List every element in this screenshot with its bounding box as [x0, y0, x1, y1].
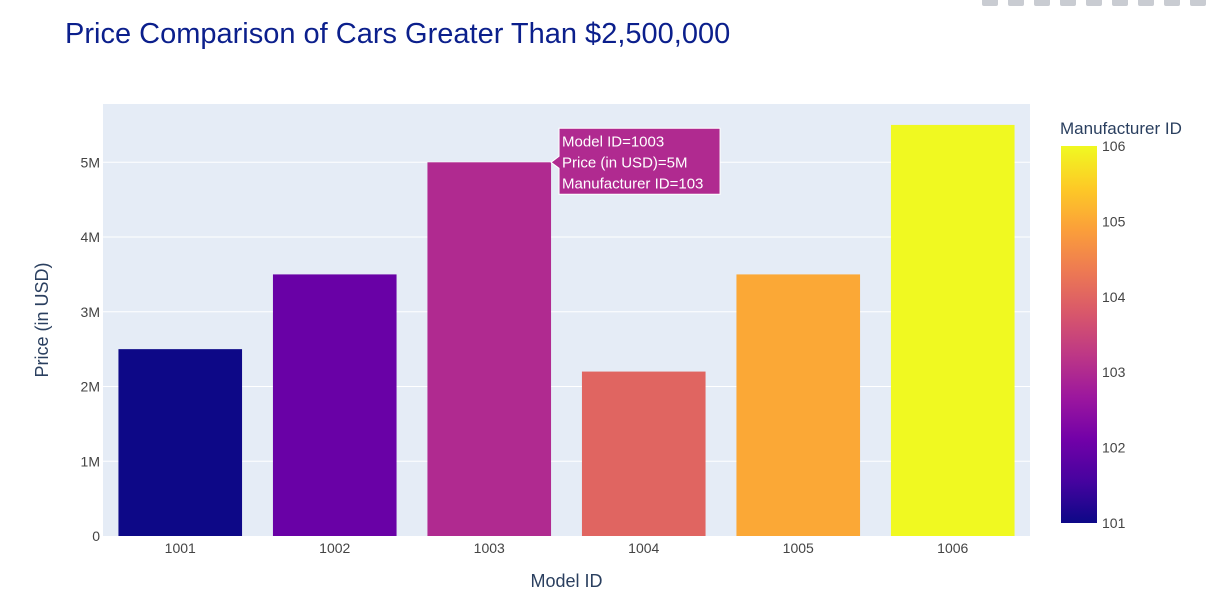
colorbar-gradient: [1061, 146, 1097, 523]
colorbar-tick-label: 103: [1102, 364, 1126, 380]
y-tick-label: 2M: [81, 379, 100, 395]
bar-1005[interactable]: [736, 274, 861, 536]
modebar-zoom-icon[interactable]: [1008, 0, 1024, 6]
bar-1002[interactable]: [272, 274, 397, 536]
colorbar-ticks: 101 102 103 104 105 106: [1102, 138, 1126, 531]
bars: [118, 124, 1015, 536]
bar-1006[interactable]: [890, 124, 1015, 536]
modebar-zoom-out-icon[interactable]: [1138, 0, 1154, 6]
y-tick-label: 3M: [81, 304, 100, 320]
colorbar-tick-label: 101: [1102, 515, 1126, 531]
hover-line: Price (in USD)=5M: [562, 154, 687, 171]
x-tick-label: 1001: [165, 540, 196, 556]
bar-1001[interactable]: [118, 349, 243, 536]
bar-1004[interactable]: [581, 371, 706, 536]
y-tick-label: 1M: [81, 453, 100, 469]
modebar-select-icon[interactable]: [1060, 0, 1076, 6]
x-axis-title: Model ID: [530, 571, 602, 591]
y-axis-ticks: 0 1M 2M 3M 4M 5M: [81, 154, 101, 544]
colorbar-title: Manufacturer ID: [1060, 119, 1182, 138]
x-tick-label: 1006: [937, 540, 968, 556]
y-tick-label: 5M: [81, 154, 100, 170]
colorbar: Manufacturer ID 101 102 103 104 105 106: [1060, 119, 1182, 531]
y-tick-label: 0: [92, 528, 100, 544]
modebar-lasso-icon[interactable]: [1086, 0, 1102, 6]
modebar-camera-icon[interactable]: [982, 0, 998, 6]
hover-line: Manufacturer ID=103: [562, 175, 703, 192]
x-tick-label: 1002: [319, 540, 350, 556]
bar-1003[interactable]: [427, 162, 552, 536]
gridlines: [103, 161, 1030, 462]
colorbar-tick-label: 102: [1102, 440, 1126, 456]
modebar: [982, 0, 1206, 6]
modebar-zoom-in-icon[interactable]: [1112, 0, 1128, 6]
hover-line: Model ID=1003: [562, 133, 664, 150]
x-tick-label: 1003: [474, 540, 505, 556]
hover-tooltip: Model ID=1003 Price (in USD)=5M Manufactur…: [550, 127, 721, 195]
modebar-reset-icon[interactable]: [1190, 0, 1206, 6]
colorbar-tick-label: 106: [1102, 138, 1126, 154]
modebar-autoscale-icon[interactable]: [1164, 0, 1180, 6]
chart-title: Price Comparison of Cars Greater Than $2…: [65, 18, 730, 50]
modebar-pan-icon[interactable]: [1034, 0, 1050, 6]
y-tick-label: 4M: [81, 229, 100, 245]
colorbar-tick-label: 105: [1102, 213, 1126, 229]
x-axis-ticks: 1001 1002 1003 1004 1005 1006: [165, 540, 969, 556]
x-tick-label: 1005: [783, 540, 814, 556]
y-axis-title: Price (in USD): [32, 262, 52, 377]
hover-box: [550, 127, 721, 195]
x-tick-label: 1004: [628, 540, 659, 556]
colorbar-tick-label: 104: [1102, 289, 1126, 305]
